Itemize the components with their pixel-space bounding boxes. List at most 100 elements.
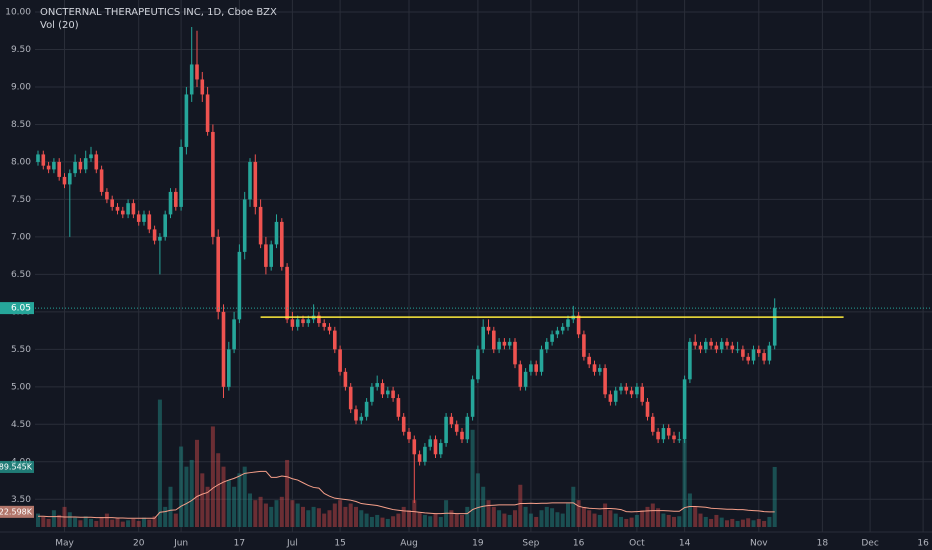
candle-body: [709, 341, 713, 346]
volume-bar: [682, 439, 687, 527]
candle-body: [444, 416, 448, 444]
volume-ma-line: [38, 470, 775, 519]
x-axis-strip: [0, 532, 932, 550]
volume-bar: [534, 516, 539, 527]
volume-bar: [322, 513, 327, 527]
volume-bar: [656, 508, 661, 527]
volume-bar: [115, 518, 120, 527]
volume-bar: [661, 513, 666, 527]
volume-bar: [491, 506, 496, 527]
candle-body: [343, 371, 348, 387]
candle-body: [672, 435, 676, 440]
volume-bar: [248, 493, 252, 527]
volume-bar: [269, 506, 274, 527]
x-tick-label: Jun: [173, 539, 188, 549]
candle-body: [698, 345, 703, 350]
candle-body: [147, 214, 152, 230]
volume-bar: [242, 466, 247, 527]
volume-bar: [751, 520, 756, 527]
volume-bar: [73, 517, 78, 527]
candle-body: [105, 191, 109, 200]
volume-bar: [703, 516, 708, 527]
volume-bar: [290, 500, 295, 527]
candle-body: [121, 210, 125, 215]
x-tick-label: Sep: [522, 539, 539, 549]
candle-body: [529, 364, 533, 372]
last-price-tag: [0, 302, 34, 315]
candle-body: [598, 368, 602, 372]
candle-body: [661, 428, 666, 440]
candle-body: [168, 191, 173, 215]
candle-body: [423, 446, 427, 462]
volume-bar: [714, 514, 719, 527]
candle-body: [396, 398, 401, 417]
volume-bar: [311, 506, 316, 527]
candle-body: [237, 251, 242, 320]
candle-body: [730, 345, 735, 350]
volume-bar: [210, 426, 215, 527]
candle-body: [195, 64, 199, 80]
volume-bar: [46, 518, 51, 527]
candle-body: [497, 341, 501, 350]
candle-body: [592, 364, 597, 372]
candle-body: [274, 221, 279, 245]
volume-bar: [221, 466, 226, 527]
candle-body: [714, 345, 719, 350]
y-tick-label: 9.50: [11, 45, 31, 55]
volume-bar: [449, 510, 454, 527]
candle-body: [221, 311, 226, 387]
candle-body: [481, 326, 485, 350]
candle-body: [269, 244, 273, 267]
volume-value-label: 89.545K: [0, 462, 33, 471]
volume-bar: [237, 473, 242, 527]
volume-bar: [232, 486, 237, 527]
volume-ma-tag: [0, 505, 34, 518]
volume-bar: [152, 516, 157, 527]
volume-bar: [327, 510, 332, 527]
candle-body: [327, 326, 332, 331]
volume-bar: [502, 513, 507, 527]
candle-body: [189, 64, 194, 95]
candle-body: [391, 390, 395, 399]
volume-bar: [645, 506, 650, 527]
volume-bar: [497, 510, 502, 527]
volume-bar: [407, 510, 411, 527]
candle-body: [613, 390, 618, 402]
candle-body: [449, 416, 454, 425]
x-tick-label: 17: [234, 539, 245, 549]
y-tick-label: 10.00: [5, 7, 31, 17]
x-tick-label: Jul: [286, 539, 298, 549]
volume-bar: [666, 514, 671, 527]
candle-body: [751, 349, 756, 361]
candle-body: [73, 161, 77, 174]
volume-bar: [279, 496, 284, 527]
candle-body: [645, 401, 650, 417]
volume-bar: [454, 513, 459, 527]
candle-body: [629, 390, 634, 395]
candle-body: [131, 203, 136, 215]
x-tick-label: May: [55, 539, 74, 549]
volume-bar: [624, 518, 629, 527]
candle-body: [640, 386, 644, 402]
candle-body: [619, 386, 623, 391]
candle-body: [258, 206, 263, 245]
x-tick-label: Oct: [629, 539, 645, 549]
volume-bar: [354, 506, 358, 527]
candle-body: [285, 266, 289, 320]
volume-bar: [104, 513, 109, 527]
candle-body: [280, 221, 284, 267]
candle-body: [507, 341, 512, 346]
volume-bar: [179, 446, 184, 527]
volume-bar: [677, 516, 682, 527]
candle-body: [158, 236, 162, 241]
volume-bar: [762, 520, 767, 527]
volume-bar: [369, 516, 374, 527]
y-tick-label: 4.50: [11, 420, 31, 430]
candle-body: [142, 214, 146, 222]
candle-body: [200, 79, 205, 95]
candle-body: [688, 341, 692, 380]
candle-body: [719, 341, 724, 350]
volume-bar: [94, 520, 99, 527]
x-tick-label: 19: [472, 539, 484, 549]
